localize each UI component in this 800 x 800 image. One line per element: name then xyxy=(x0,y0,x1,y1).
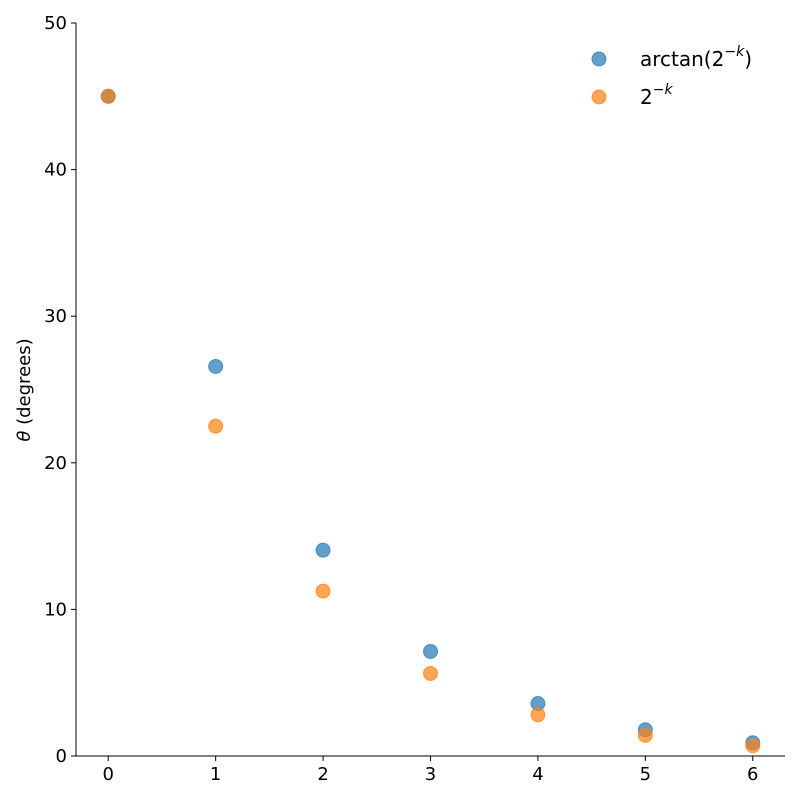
y-tick-label: 20 xyxy=(44,453,67,474)
point-series-0 xyxy=(423,643,438,659)
x-tick-label: 6 xyxy=(747,764,758,785)
x-tick-label: 2 xyxy=(317,764,328,785)
y-tick-label: 10 xyxy=(44,599,67,620)
y-axis-label: θ (degrees) xyxy=(14,338,35,441)
legend: arctan(2−k) 2−k xyxy=(591,44,752,109)
point-series-0 xyxy=(208,358,224,374)
legend-label: arctan(2−k) xyxy=(640,44,752,71)
x-tick-label: 1 xyxy=(210,764,221,785)
y-tick-label: 0 xyxy=(56,746,67,767)
point-series-1 xyxy=(530,707,546,723)
legend-marker xyxy=(591,89,607,105)
legend-label: 2−k xyxy=(640,82,673,109)
x-ticks: 0 1 2 3 4 5 6 xyxy=(103,756,758,785)
y-tick-label: 40 xyxy=(44,160,67,181)
point-series-1 xyxy=(100,88,116,104)
x-tick-label: 5 xyxy=(640,764,651,785)
x-tick-label: 3 xyxy=(425,764,436,785)
x-tick-label: 0 xyxy=(103,764,114,785)
data-points xyxy=(100,88,761,754)
legend-marker xyxy=(591,51,607,67)
point-series-1 xyxy=(637,727,653,743)
y-tick-label: 30 xyxy=(44,306,67,327)
y-tick-label: 50 xyxy=(44,13,67,34)
point-series-1 xyxy=(315,583,331,599)
point-series-1 xyxy=(423,665,438,681)
point-series-1 xyxy=(745,738,761,754)
point-series-1 xyxy=(208,418,224,434)
point-series-0 xyxy=(315,542,331,558)
x-tick-label: 4 xyxy=(532,764,543,785)
y-ticks: 0 10 20 30 40 50 xyxy=(44,13,76,767)
